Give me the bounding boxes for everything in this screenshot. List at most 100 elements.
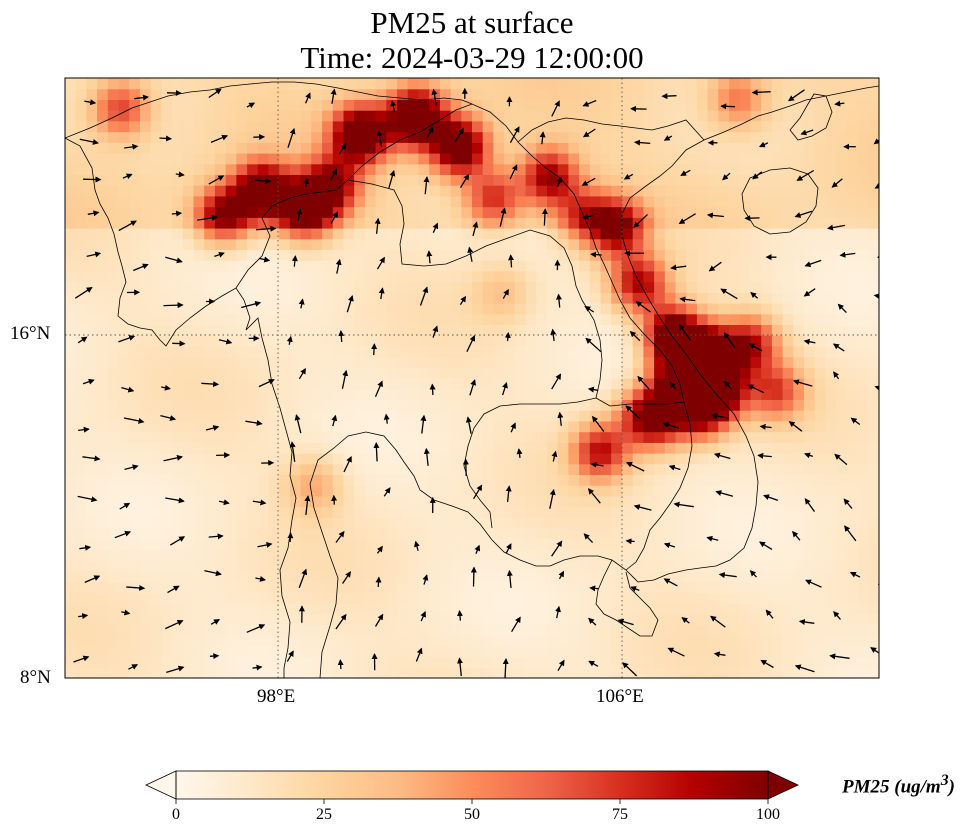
pm25-cell — [311, 463, 323, 475]
pm25-cell — [472, 431, 484, 443]
pm25-cell — [761, 260, 773, 272]
pm25-cell — [182, 249, 195, 261]
pm25-cell — [739, 238, 752, 250]
pm25-cell — [322, 603, 334, 615]
wind-arrow — [374, 380, 383, 397]
pm25-cell — [289, 367, 302, 379]
pm25-cell — [771, 645, 784, 658]
pm25-cell — [557, 99, 569, 111]
pm25-cell — [214, 399, 227, 411]
pm25-cell — [247, 195, 259, 208]
pm25-cell — [439, 420, 452, 433]
pm25-cell — [343, 324, 355, 336]
pm25-cell — [140, 560, 152, 572]
pm25-cell — [450, 603, 462, 615]
pm25-cell — [247, 185, 259, 197]
pm25-cell — [793, 635, 805, 647]
pm25-cell — [836, 163, 848, 175]
wind-arrow — [474, 544, 481, 554]
pm25-cell — [322, 99, 334, 111]
pm25-cell — [696, 485, 709, 497]
pm25-cell — [214, 206, 227, 218]
pm25-cell — [461, 228, 473, 240]
pm25-cell — [750, 485, 762, 497]
pm25-cell — [161, 474, 173, 486]
pm25-cell — [547, 431, 559, 443]
pm25-cell — [107, 453, 120, 465]
pm25-cell — [182, 99, 195, 111]
pm25-cell — [686, 420, 698, 433]
pm25-cell — [729, 367, 741, 379]
pm25-cell — [182, 624, 195, 636]
pm25-cell — [65, 303, 77, 315]
pm25-cell — [268, 303, 280, 315]
pm25-cell — [322, 303, 334, 315]
pm25-cell — [525, 313, 537, 325]
pm25-cell — [439, 495, 452, 508]
pm25-cell — [354, 313, 366, 325]
pm25-cell — [846, 667, 859, 678]
pm25-cell — [300, 656, 312, 668]
pm25-cell — [804, 217, 816, 229]
pm25-cell — [322, 78, 334, 90]
pm25-cell — [129, 153, 141, 165]
pm25-cell — [75, 410, 87, 422]
pm25-cell — [579, 506, 591, 518]
pm25-cell — [514, 592, 527, 604]
pm25-cell — [536, 388, 548, 400]
pm25-cell — [257, 174, 270, 186]
pm25-cell — [311, 399, 323, 411]
pm25-cell — [311, 356, 323, 368]
pm25-cell — [707, 388, 719, 400]
pm25-cell — [450, 270, 462, 283]
pm25-cell — [86, 120, 98, 133]
pm25-cell — [825, 388, 837, 400]
pm25-cell — [868, 495, 879, 508]
pm25-cell — [300, 667, 312, 678]
pm25-cell — [247, 228, 259, 240]
pm25-cell — [568, 538, 580, 550]
pm25-cell — [654, 88, 666, 100]
pm25-cell — [782, 645, 794, 658]
pm25-cell — [514, 260, 527, 272]
pm25-cell — [718, 645, 730, 658]
pm25-cell — [86, 635, 98, 647]
pm25-cell — [729, 206, 741, 218]
pm25-cell — [825, 78, 837, 90]
wind-arrow — [331, 414, 338, 427]
pm25-cell — [172, 249, 184, 261]
pm25-cell — [547, 420, 559, 433]
pm25-cell — [322, 613, 334, 625]
pm25-cell — [75, 88, 87, 100]
pm25-cell — [193, 635, 205, 647]
pm25-cell — [268, 592, 280, 604]
pm25-cell — [407, 624, 419, 636]
pm25-cell — [589, 506, 602, 518]
colorbar-tick-75: 75 — [612, 806, 628, 823]
pm25-cell — [418, 442, 430, 454]
pm25-cell — [343, 153, 355, 165]
pm25-cell — [514, 356, 527, 368]
pm25-cell — [557, 217, 569, 229]
pm25-cell — [739, 195, 752, 208]
pm25-cell — [514, 367, 527, 379]
pm25-cell — [140, 635, 152, 647]
wind-arrow — [383, 413, 390, 424]
pm25-cell — [161, 324, 173, 336]
pm25-cell — [771, 420, 784, 433]
pm25-cell — [214, 624, 227, 636]
pm25-cell — [450, 153, 462, 165]
pm25-cell — [579, 378, 591, 390]
pm25-cell — [825, 88, 837, 100]
pm25-cell — [118, 538, 130, 550]
pm25-cell — [439, 453, 452, 465]
pm25-cell — [322, 399, 334, 411]
pm25-cell — [322, 474, 334, 486]
pm25-cell — [643, 645, 655, 658]
pm25-cell — [718, 635, 730, 647]
pm25-cell — [611, 495, 623, 508]
pm25-cell — [450, 635, 462, 647]
pm25-cell — [600, 335, 612, 347]
pm25-cell — [643, 506, 655, 518]
pm25-cell — [557, 485, 569, 497]
